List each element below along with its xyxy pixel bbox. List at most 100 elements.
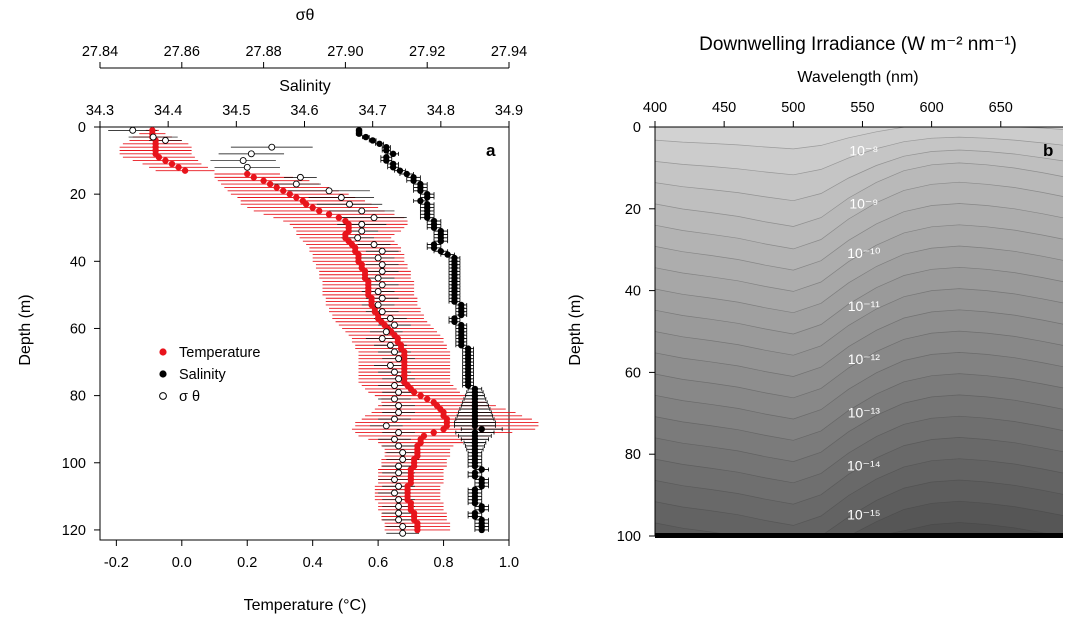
salinity-tick-label: 34.3	[86, 103, 114, 119]
temperature-point	[424, 395, 431, 403]
legend-marker-sigma-theta	[159, 392, 167, 400]
depth-tick-label: 40	[625, 284, 641, 300]
sigma-theta-point	[395, 469, 403, 477]
salinity-point	[430, 224, 438, 231]
sigma-theta-tick-label: 27.90	[327, 44, 363, 60]
sigma-theta-point	[325, 187, 333, 195]
salinity-point	[478, 425, 485, 433]
contour-line	[654, 162, 1064, 227]
sigma-theta-point	[399, 523, 407, 531]
sigma-theta-point	[378, 308, 386, 316]
contour-label: 10⁻⁸	[849, 143, 878, 159]
salinity-point	[389, 150, 397, 158]
wavelength-tick-label: 450	[712, 100, 736, 116]
sigma-theta-tick-label: 27.84	[82, 44, 118, 60]
depth-tick-label: 0	[633, 120, 641, 136]
sigma-theta-point	[391, 321, 398, 329]
salinity-tick-label: 34.9	[495, 103, 523, 119]
sigma-theta-axis-title: σθ	[296, 7, 315, 24]
salinity-point	[478, 526, 485, 534]
salinity-point	[444, 251, 451, 258]
salinity-point	[369, 137, 376, 144]
sigma-theta-point	[354, 234, 362, 242]
temperature-point	[260, 177, 267, 184]
contour-line	[654, 224, 1064, 292]
temperature-point	[302, 201, 310, 208]
sigma-theta-point	[399, 449, 407, 457]
depth-tick-label: 80	[70, 389, 86, 405]
sigma-theta-tick-label: 27.88	[245, 44, 281, 60]
salinity-point	[471, 422, 479, 430]
contour-label: 10⁻¹⁰	[847, 245, 881, 261]
temperature-point	[316, 207, 323, 215]
wavelength-ticks: 400 450 500 550 600 650	[643, 100, 1013, 127]
salinity-point	[403, 170, 410, 178]
irradiance-contour-labels: 10⁻⁸ 10⁻⁹ 10⁻¹⁰ 10⁻¹¹ 10⁻¹² 10⁻¹³ 10⁻¹⁴ 10⁻¹⁵	[847, 143, 881, 523]
sigma-theta-point	[386, 341, 394, 349]
contour-band	[655, 127, 1063, 149]
salinity-point	[430, 244, 438, 252]
salinity-tick-label: 34.7	[359, 103, 387, 119]
sigma-theta-point	[374, 288, 382, 295]
depth-tick-label: 100	[617, 529, 641, 545]
sigma-theta-point	[382, 328, 390, 336]
sigma-theta-point	[374, 301, 382, 309]
contour-label: 10⁻¹³	[848, 404, 881, 420]
sigma-theta-point	[391, 415, 398, 423]
sigma-theta-point	[370, 241, 378, 248]
contour-line	[654, 181, 1064, 250]
sigma-theta-point	[378, 247, 386, 255]
wavelength-tick-label: 600	[920, 100, 944, 116]
temperature-point	[414, 526, 421, 534]
contour-line	[654, 394, 1064, 462]
sigma-theta-point	[395, 496, 403, 504]
temperature-point	[181, 167, 189, 174]
temperature-point	[168, 160, 176, 168]
temperature-point	[430, 429, 437, 436]
sigma-theta-point	[395, 482, 403, 490]
salinity-point	[383, 147, 390, 154]
temperature-point	[417, 392, 424, 399]
legend-label-salinity: Salinity	[179, 367, 226, 383]
salinity-point	[362, 133, 370, 141]
legend-marker-salinity	[159, 370, 167, 378]
temperature-point	[286, 190, 293, 198]
temperature-point	[266, 180, 274, 188]
contour-line	[654, 245, 1064, 314]
irradiance-contour-bands	[655, 127, 1063, 536]
sigma-theta-point	[395, 375, 403, 383]
sigma-theta-point	[378, 267, 386, 275]
sigma-theta-point	[391, 435, 398, 443]
contour-line	[654, 266, 1064, 335]
temperature-point	[175, 164, 182, 171]
contour-line	[654, 415, 1064, 484]
salinity-point	[396, 167, 404, 174]
salinity-point	[389, 164, 397, 171]
sigma-theta-point	[395, 355, 403, 363]
salinity-point	[471, 499, 479, 507]
sigma-theta-point	[239, 157, 247, 165]
depth-tick-label: 80	[625, 447, 641, 463]
sigma-theta-point	[391, 476, 398, 484]
sigma-theta-point	[399, 455, 407, 463]
salinity-tick-label: 34.4	[154, 103, 182, 119]
contour-line	[654, 437, 1064, 505]
contour-line	[654, 458, 1064, 526]
salinity-point	[437, 248, 445, 255]
wavelength-tick-label: 400	[643, 100, 667, 116]
salinity-points	[355, 127, 485, 534]
sigma-theta-point	[161, 136, 169, 144]
sigma-theta-point	[378, 261, 386, 269]
salinity-point	[458, 342, 465, 349]
contour-label: 10⁻¹⁵	[847, 507, 880, 523]
temperature-point	[162, 157, 169, 164]
sigma-theta-point	[395, 509, 403, 517]
sigma-theta-point	[399, 529, 407, 537]
contour-label: 10⁻¹⁴	[847, 457, 881, 473]
legend-label-temperature: Temperature	[179, 345, 260, 361]
panel-b-depth-axis-title: Depth (m)	[567, 294, 584, 365]
salinity-point	[464, 382, 472, 389]
depth-tick-label: 60	[625, 365, 641, 381]
sigma-theta-point	[391, 368, 398, 376]
salinity-tick-label: 34.8	[427, 103, 455, 119]
